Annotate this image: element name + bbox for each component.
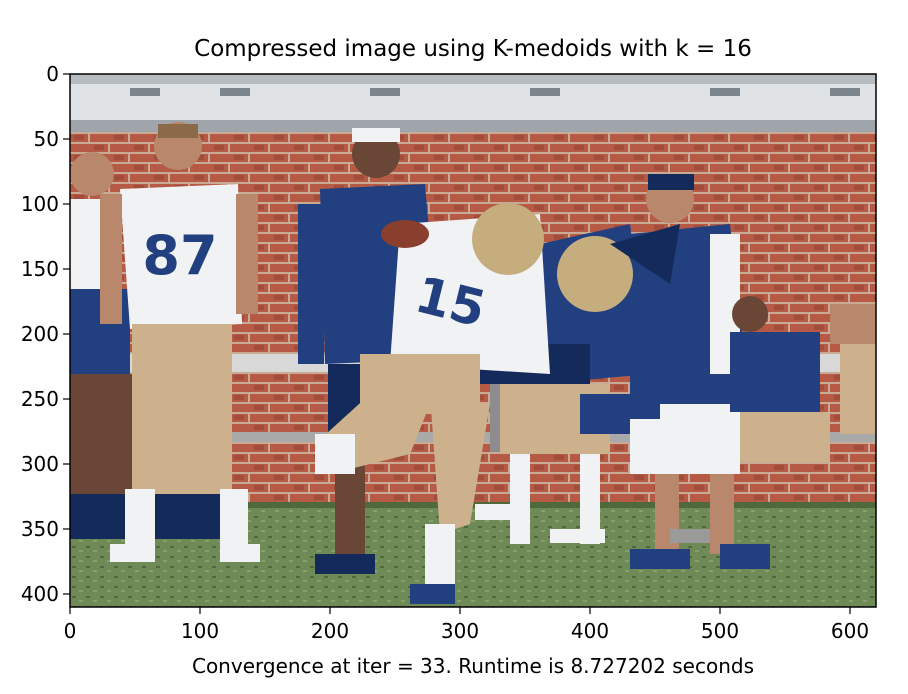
player-87: 87	[100, 122, 260, 562]
x-axis-label: Convergence at iter = 33. Runtime is 8.7…	[191, 654, 754, 678]
chart-title: Compressed image using K-medoids with k …	[194, 36, 752, 62]
jersey-87: 87	[142, 224, 217, 287]
y-tick-label: 350	[21, 517, 59, 541]
axes-frame	[69, 73, 877, 608]
coach-right	[630, 174, 770, 569]
y-tick-label: 100	[21, 192, 59, 216]
y-tick-label: 0	[46, 62, 59, 86]
players-bench-right	[500, 296, 876, 544]
compressed-image: 87	[70, 74, 876, 607]
x-tick-label: 300	[441, 619, 479, 643]
x-tick-label: 0	[64, 619, 77, 643]
x-tick-label: 100	[181, 619, 219, 643]
field-details	[475, 504, 710, 543]
y-tick-label: 50	[34, 127, 59, 151]
y-tick-label: 200	[21, 322, 59, 346]
plot-area: 87	[70, 74, 876, 607]
y-tick-label: 250	[21, 387, 59, 411]
y-tick-label: 400	[21, 582, 59, 606]
x-tick-label: 400	[571, 619, 609, 643]
x-tick-label: 200	[311, 619, 349, 643]
y-tick-label: 150	[21, 257, 59, 281]
player-15: 15	[315, 203, 550, 604]
y-tick-label: 300	[21, 452, 59, 476]
x-tick-label: 500	[701, 619, 739, 643]
x-tick-label: 600	[831, 619, 869, 643]
